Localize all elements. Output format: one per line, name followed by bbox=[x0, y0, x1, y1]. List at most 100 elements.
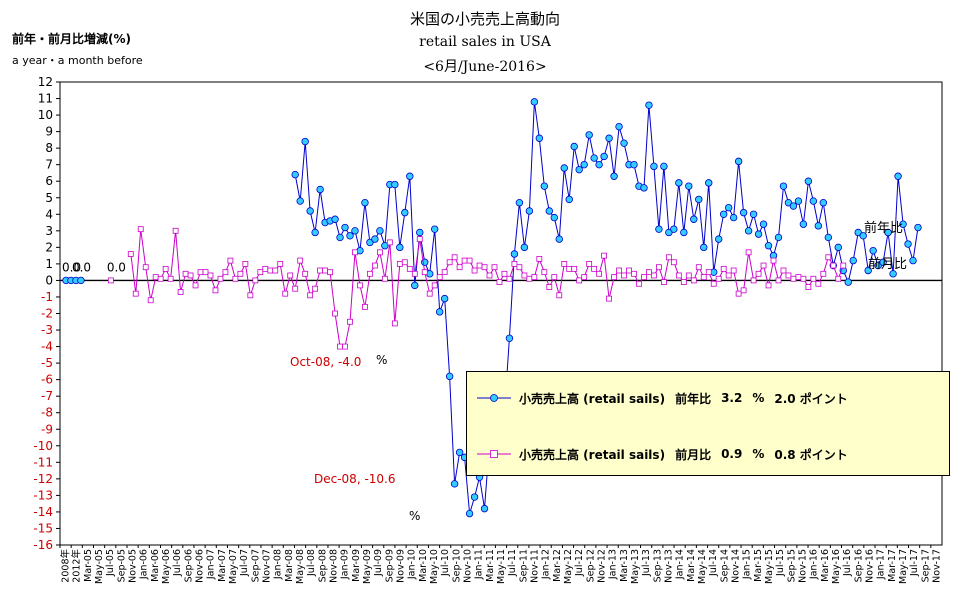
point-mom bbox=[446, 259, 453, 266]
point-yoy bbox=[575, 165, 583, 174]
point-mom bbox=[501, 270, 508, 277]
x-tick-label: Jan-11 bbox=[474, 549, 485, 580]
y-tick-label: 5 bbox=[45, 191, 53, 205]
point-mom bbox=[362, 303, 368, 310]
point-mom bbox=[626, 267, 632, 274]
point-mom bbox=[685, 272, 692, 279]
point-mom bbox=[367, 270, 373, 277]
point-mom bbox=[357, 282, 363, 289]
point-mom bbox=[212, 287, 219, 294]
point-yoy bbox=[440, 294, 449, 303]
point-yoy bbox=[615, 122, 623, 131]
x-tick-label: Sep-13 bbox=[652, 549, 663, 582]
point-mom bbox=[237, 270, 244, 277]
x-tick-label: May-14 bbox=[697, 549, 708, 584]
x-tick-label: Sep-17 bbox=[920, 549, 931, 582]
point-mom bbox=[755, 270, 762, 277]
point-yoy bbox=[361, 199, 369, 207]
point-mom bbox=[337, 343, 343, 350]
point-mom bbox=[531, 274, 538, 281]
point-mom bbox=[636, 280, 642, 287]
point-yoy bbox=[391, 180, 399, 189]
point-mom bbox=[147, 297, 154, 304]
x-tick-label: Nov-15 bbox=[797, 549, 808, 583]
x-tick-label: Nov-11 bbox=[529, 549, 540, 583]
x-tick-label: May-17 bbox=[898, 549, 909, 584]
point-yoy bbox=[734, 157, 743, 166]
point-mom bbox=[406, 265, 413, 272]
y-tick-label: -7 bbox=[41, 389, 53, 403]
y-tick-label: 0 bbox=[45, 273, 53, 287]
x-tick-label: May-16 bbox=[831, 549, 842, 584]
point-yoy bbox=[540, 182, 549, 190]
x-tick-label: Nov-16 bbox=[864, 549, 875, 583]
point-yoy bbox=[291, 170, 299, 179]
x-tick-label: Mar-09 bbox=[351, 549, 362, 582]
x-tick-label: Jan-07 bbox=[206, 549, 217, 580]
point-mom bbox=[352, 249, 358, 256]
point-yoy bbox=[316, 185, 324, 194]
point-mom bbox=[436, 274, 443, 281]
point-mom bbox=[710, 280, 717, 287]
point-mom bbox=[616, 267, 622, 274]
x-tick-label: May-08 bbox=[295, 549, 306, 584]
x-tick-label: May-09 bbox=[362, 549, 373, 584]
x-tick-label: Jan-17 bbox=[876, 549, 887, 580]
x-tick-label: Mar-11 bbox=[485, 549, 496, 582]
point-yoy bbox=[640, 184, 648, 192]
point-yoy bbox=[754, 230, 763, 238]
y-tick-label: 12 bbox=[38, 75, 53, 89]
y-tick-label: -15 bbox=[33, 521, 53, 535]
point-yoy bbox=[729, 213, 738, 222]
x-tick-label: Mar-17 bbox=[887, 549, 898, 582]
x-tick-label: Mar-13 bbox=[619, 549, 630, 582]
point-mom bbox=[621, 272, 627, 279]
point-yoy bbox=[445, 372, 454, 381]
point-yoy bbox=[799, 220, 808, 228]
point-yoy bbox=[351, 227, 359, 235]
point-mom bbox=[675, 272, 682, 279]
x-tick-label: Mar-07 bbox=[217, 549, 228, 582]
point-mom bbox=[526, 275, 533, 282]
point-mom bbox=[342, 343, 348, 350]
point-yoy bbox=[675, 179, 683, 187]
point-mom bbox=[491, 264, 498, 271]
point-yoy bbox=[789, 202, 798, 210]
point-mom bbox=[267, 267, 274, 274]
y-axis-label-en: a year・a month before bbox=[12, 54, 143, 67]
data-label: 0.0 bbox=[107, 260, 126, 274]
point-mom bbox=[486, 272, 493, 279]
point-yoy bbox=[590, 154, 598, 162]
point-yoy bbox=[450, 480, 459, 488]
y-tick-label: 2 bbox=[45, 240, 53, 254]
point-mom bbox=[496, 279, 503, 285]
x-tick-label: Jan-09 bbox=[340, 549, 351, 580]
x-tick-label: Jul-09 bbox=[373, 549, 384, 577]
point-yoy bbox=[515, 199, 524, 207]
x-tick-label: Jul-06 bbox=[172, 549, 183, 577]
point-mom bbox=[277, 260, 284, 267]
point-yoy bbox=[306, 207, 314, 215]
point-mom bbox=[735, 290, 742, 297]
point-mom bbox=[825, 254, 832, 261]
series-line-0 bbox=[294, 101, 919, 514]
y-tick-label: 3 bbox=[45, 224, 53, 238]
point-mom bbox=[810, 275, 817, 282]
point-mom bbox=[546, 284, 553, 290]
annotation: Dec-08, -10.6 bbox=[314, 472, 396, 486]
point-mom bbox=[805, 284, 812, 290]
point-mom bbox=[381, 275, 388, 282]
point-mom bbox=[785, 272, 792, 279]
x-tick-label: Jul-16 bbox=[842, 549, 853, 577]
point-yoy bbox=[431, 225, 439, 233]
point-mom bbox=[740, 287, 747, 294]
point-mom bbox=[705, 269, 712, 276]
x-tick-label: Sep-14 bbox=[719, 549, 730, 582]
point-yoy bbox=[779, 182, 788, 190]
x-tick-label: Nov-14 bbox=[730, 549, 741, 583]
y-tick-label: -8 bbox=[41, 406, 53, 420]
point-mom bbox=[426, 290, 433, 297]
point-mom bbox=[152, 274, 159, 281]
point-mom bbox=[541, 269, 548, 276]
x-tick-label: Jan-15 bbox=[742, 549, 753, 580]
